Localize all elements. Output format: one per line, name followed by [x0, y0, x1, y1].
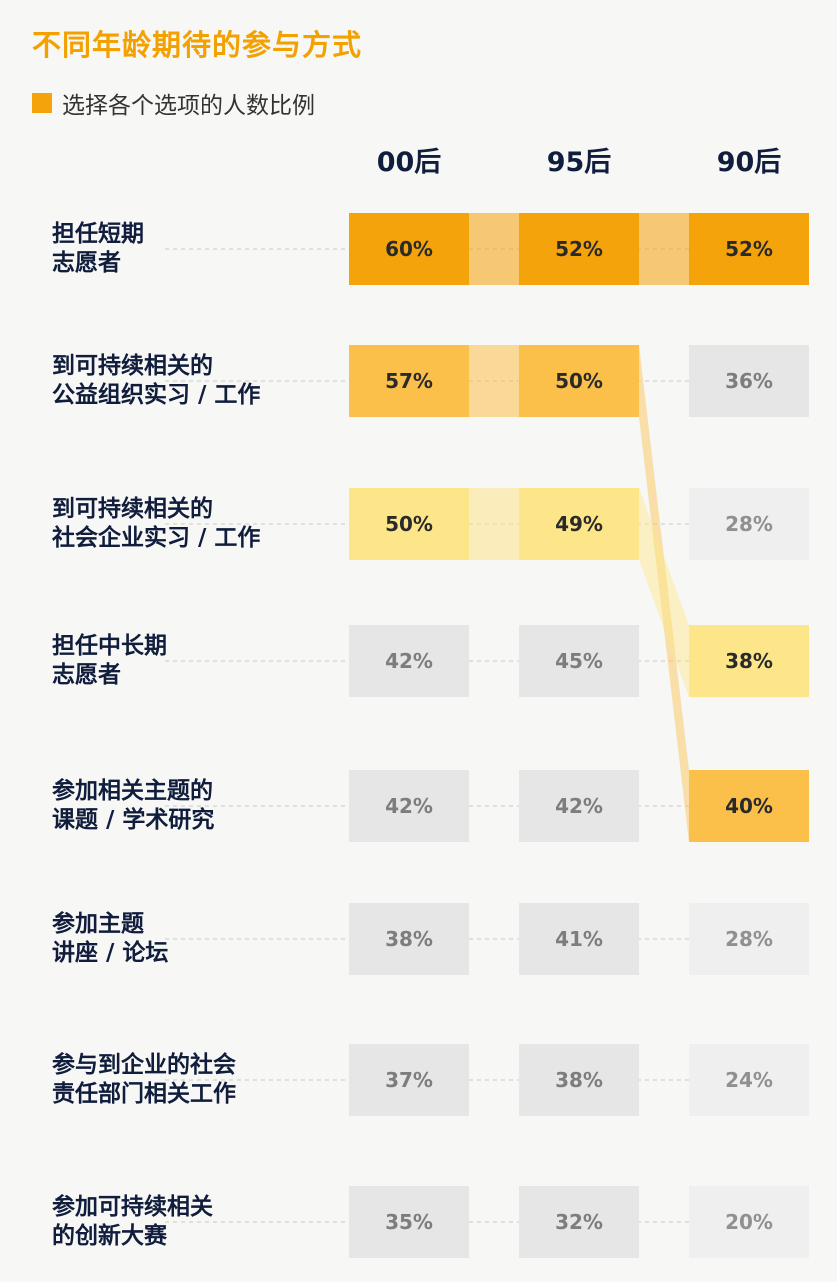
- value-label: 28%: [725, 927, 773, 951]
- value-label: 38%: [385, 927, 433, 951]
- rank-connector: [639, 213, 689, 285]
- value-label: 42%: [385, 649, 433, 673]
- rank-connector: [639, 488, 689, 697]
- value-cell: [519, 1186, 639, 1258]
- value-label: 45%: [555, 649, 603, 673]
- row-label-line: 到可持续相关的: [52, 353, 213, 379]
- row-label: 到可持续相关的社会企业实习 / 工作: [52, 495, 292, 553]
- value-cell: [349, 770, 469, 842]
- row-label: 参加相关主题的 课题 / 学术研究: [52, 777, 292, 835]
- value-cell: [689, 213, 809, 285]
- value-label: 38%: [725, 649, 773, 673]
- value-cell: [689, 770, 809, 842]
- row-label-line: 参与到企业的社会: [52, 1052, 236, 1078]
- value-label: 50%: [385, 512, 433, 536]
- row-label-line: 参加相关主题的: [52, 778, 213, 804]
- value-cell: [519, 770, 639, 842]
- value-label: 24%: [725, 1068, 773, 1092]
- rank-connector: [469, 488, 519, 560]
- value-label: 49%: [555, 512, 603, 536]
- value-label: 57%: [385, 369, 433, 393]
- row-label-line: 课题 / 学术研究: [52, 807, 215, 833]
- value-cell: [689, 1044, 809, 1116]
- row-label-line: 担任中长期: [52, 633, 167, 659]
- row-label-line: 讲座 / 论坛: [52, 940, 169, 966]
- rank-connector: [639, 345, 689, 842]
- value-cell: [349, 903, 469, 975]
- value-cell: [349, 213, 469, 285]
- value-cell: [689, 903, 809, 975]
- value-cell: [519, 213, 639, 285]
- value-label: 42%: [555, 794, 603, 818]
- chart-title: 不同年龄期待的参与方式: [32, 28, 363, 62]
- row-label-line: 志愿者: [52, 250, 121, 276]
- value-cell: [349, 345, 469, 417]
- value-cell: [519, 903, 639, 975]
- value-cell: [349, 625, 469, 697]
- legend-label: 选择各个选项的人数比例: [62, 93, 315, 119]
- row-label-line: 参加可持续相关: [52, 1194, 213, 1220]
- value-cell: [689, 345, 809, 417]
- row-label: 参加主题讲座 / 论坛: [52, 910, 292, 968]
- value-cell: [519, 625, 639, 697]
- value-cell: [349, 488, 469, 560]
- value-label: 32%: [555, 1210, 603, 1234]
- value-label: 41%: [555, 927, 603, 951]
- row-label: 担任中长期 志愿者: [52, 632, 292, 690]
- value-label: 52%: [555, 237, 603, 261]
- value-cell: [689, 488, 809, 560]
- value-label: 60%: [385, 237, 433, 261]
- value-cell: [519, 345, 639, 417]
- value-cell: [689, 625, 809, 697]
- column-header-95: 95后: [546, 147, 612, 178]
- row-label-line: 参加主题: [52, 911, 144, 937]
- row-label: 担任短期 志愿者: [52, 220, 292, 278]
- row-label-line: 社会企业实习 / 工作: [52, 525, 261, 551]
- value-label: 42%: [385, 794, 433, 818]
- legend: 选择各个选项的人数比例: [32, 88, 315, 119]
- row-label: 参加可持续相关 的创新大赛: [52, 1193, 292, 1251]
- value-label: 52%: [725, 237, 773, 261]
- column-header-00: 00后: [376, 147, 442, 178]
- legend-swatch: [32, 93, 52, 113]
- value-cell: [349, 1186, 469, 1258]
- row-label: 到可持续相关的公益组织实习 / 工作: [52, 352, 292, 410]
- value-label: 50%: [555, 369, 603, 393]
- value-label: 20%: [725, 1210, 773, 1234]
- value-label: 38%: [555, 1068, 603, 1092]
- rank-connector: [469, 213, 519, 285]
- value-label: 40%: [725, 794, 773, 818]
- rank-connector: [469, 345, 519, 417]
- value-label: 35%: [385, 1210, 433, 1234]
- row-label-line: 担任短期: [52, 221, 144, 247]
- row-label-line: 志愿者: [52, 662, 121, 688]
- value-cell: [519, 488, 639, 560]
- value-label: 28%: [725, 512, 773, 536]
- column-header-90: 90后: [716, 147, 782, 178]
- value-cell: [519, 1044, 639, 1116]
- row-label-line: 责任部门相关工作: [52, 1081, 236, 1107]
- row-label: 参与到企业的社会 责任部门相关工作: [52, 1051, 292, 1109]
- value-label: 37%: [385, 1068, 433, 1092]
- row-label-line: 公益组织实习 / 工作: [52, 382, 261, 408]
- row-label-line: 的创新大赛: [52, 1223, 167, 1249]
- value-label: 36%: [725, 369, 773, 393]
- value-cell: [349, 1044, 469, 1116]
- value-cell: [689, 1186, 809, 1258]
- row-label-line: 到可持续相关的: [52, 496, 213, 522]
